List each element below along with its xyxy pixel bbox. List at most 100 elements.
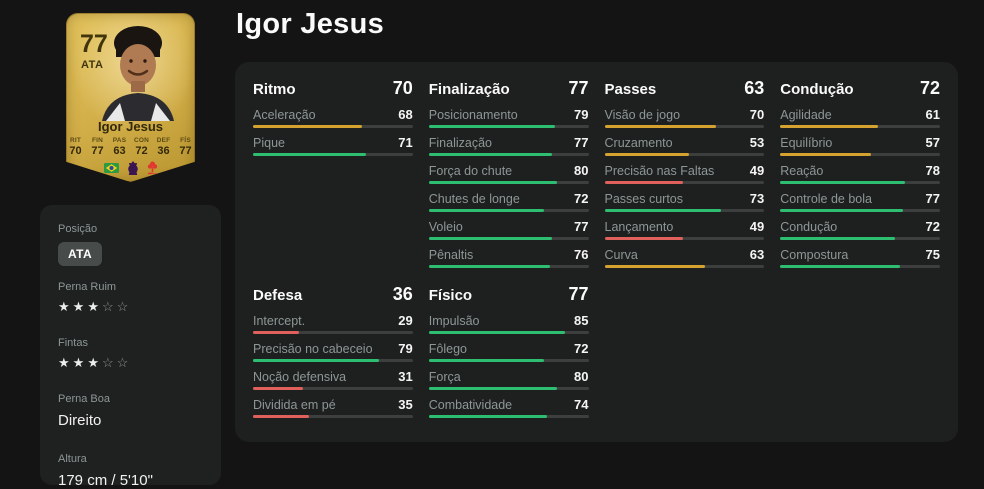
stat-section: Ritmo 70 Aceleração 68 Pique 71	[253, 78, 413, 160]
section-header: Físico 77	[429, 284, 589, 306]
card-ministat-value: 72	[135, 145, 148, 157]
card-ministat: DEF 36	[156, 137, 172, 157]
player-card: 77 ATA Igor Jesus RIT 70 FIN 77 PAS 63 C…	[66, 13, 195, 182]
stat-value: 72	[574, 191, 589, 206]
stat-label: Curva	[604, 248, 638, 262]
bio-skill-moves: Fintas ★★★☆☆	[58, 337, 203, 369]
stat-bar-fill	[428, 331, 565, 334]
stat-section: Passes 63 Visão de jogo 70 Cruzamento 53	[604, 78, 765, 272]
card-ministat-label: FIN	[91, 137, 104, 144]
card-ministat-value: 77	[91, 145, 104, 157]
star-icon: ☆	[101, 355, 117, 370]
stat-value: 79	[398, 341, 413, 356]
stat-row: Precisão nas Faltas 49	[604, 160, 765, 184]
stat-row: Visão de jogo 70	[604, 104, 765, 128]
stat-bar-fill	[604, 265, 706, 268]
section-header: Finalização 77	[429, 78, 589, 100]
stat-label: Finalização	[428, 136, 492, 150]
stat-bar	[253, 153, 413, 156]
card-ministat-label: DEF	[156, 137, 171, 144]
stat-bar	[780, 209, 940, 212]
star-icon: ☆	[101, 299, 117, 314]
stat-bar-fill	[604, 181, 683, 184]
stat-row: Intercept. 29	[253, 310, 413, 334]
stat-value: 63	[749, 247, 765, 262]
card-ministat-value: 63	[113, 145, 126, 157]
section-value: 70	[392, 78, 413, 98]
stat-bar-fill	[253, 125, 362, 128]
section-header: Defesa 36	[253, 284, 413, 306]
stat-bar	[604, 209, 765, 212]
stat-value: 57	[925, 135, 940, 150]
stat-label: Agilidade	[780, 108, 832, 122]
stat-bar-fill	[428, 387, 557, 390]
stat-bar	[428, 265, 589, 268]
stat-bar-fill	[428, 359, 544, 362]
bio-panel: Posição ATA Perna Ruim ★★★☆☆ Fintas ★★★☆…	[40, 205, 221, 489]
section-value: 72	[919, 78, 940, 98]
stat-label: Precisão no cabeceio	[253, 342, 373, 356]
star-icon: ★	[72, 299, 88, 314]
stat-bar-fill	[780, 209, 904, 212]
bio-position: Posição ATA	[58, 223, 203, 266]
stat-row: Voleio 77	[428, 216, 589, 240]
stat-label: Impulsão	[428, 314, 480, 328]
player-photo	[102, 26, 174, 121]
card-ministat-label: RIT	[69, 137, 82, 144]
card-ministat-value: 70	[69, 145, 82, 157]
stat-bar	[428, 331, 589, 334]
bio-height-label: Altura	[58, 453, 87, 465]
stat-value: 71	[398, 135, 413, 150]
stat-label: Combatividade	[428, 398, 513, 412]
stat-value: 31	[398, 369, 413, 384]
section-value: 63	[744, 78, 765, 98]
stat-bar-fill	[428, 125, 555, 128]
stat-row: Finalização 77	[428, 132, 589, 156]
stat-value: 80	[574, 163, 589, 178]
card-ministat-value: 77	[179, 145, 192, 157]
stat-row: Impulsão 85	[428, 310, 589, 334]
stat-bar-fill	[780, 237, 896, 240]
stat-bar-fill	[780, 125, 878, 128]
card-ministat-label: PAS	[112, 137, 127, 144]
stat-label: Condução	[780, 220, 838, 234]
stat-bar	[428, 237, 589, 240]
card-ministat-label: FÍS	[180, 137, 191, 144]
stat-value: 77	[925, 191, 940, 206]
stat-value: 68	[398, 107, 413, 122]
star-icon: ★	[72, 355, 88, 370]
stat-label: Compostura	[780, 248, 849, 262]
stat-label: Força do chute	[428, 164, 513, 178]
stat-row: Agilidade 61	[780, 104, 940, 128]
stat-bar	[604, 153, 765, 156]
stat-bar-fill	[428, 237, 552, 240]
stats-grid: Ritmo 70 Aceleração 68 Pique 71 Fi	[253, 78, 940, 422]
stat-bar	[428, 153, 589, 156]
stat-value: 49	[749, 219, 765, 234]
section-title: Condução	[780, 81, 854, 98]
star-icon: ☆	[116, 299, 132, 314]
section-title: Passes	[604, 81, 657, 98]
stat-label: Chutes de longe	[428, 192, 520, 206]
league-logo-icon	[127, 161, 138, 175]
stat-label: Voleio	[428, 220, 463, 234]
stat-bar	[253, 331, 413, 334]
stat-row: Posicionamento 79	[428, 104, 589, 128]
stat-bar-fill	[253, 415, 309, 418]
section-value: 77	[568, 284, 589, 304]
stat-label: Dividida em pé	[253, 398, 336, 412]
card-rating: 77	[80, 30, 108, 58]
stat-value: 73	[749, 191, 765, 206]
club-badge-icon	[147, 161, 157, 175]
stat-bar	[780, 237, 940, 240]
stat-row: Compostura 75	[780, 244, 940, 268]
card-icons	[66, 161, 195, 175]
stat-label: Intercept.	[253, 314, 306, 328]
card-ministat: PAS 63	[112, 137, 128, 157]
stat-bar-fill	[604, 153, 690, 156]
card-player-name: Igor Jesus	[97, 119, 164, 134]
stat-bar	[253, 125, 413, 128]
stat-value: 72	[574, 341, 589, 356]
stat-value: 72	[925, 219, 940, 234]
stat-row: Pique 71	[253, 132, 413, 156]
